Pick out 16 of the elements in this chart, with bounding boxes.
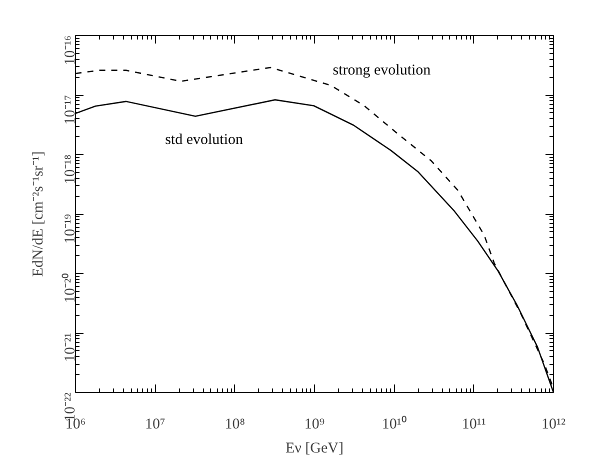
x-tick-label: 10¹⁰ <box>382 416 406 432</box>
y-tick-label: 10⁻¹⁷ <box>62 94 78 125</box>
x-tick-label: 10⁷ <box>145 416 166 432</box>
y-tick-label: 10⁻²⁰ <box>62 273 78 303</box>
x-axis-title: Eν [GeV] <box>285 440 344 456</box>
y-tick-label: 10⁻¹⁶ <box>62 35 78 66</box>
x-tick-label: 10¹¹ <box>462 416 486 432</box>
x-tick-label: 10⁹ <box>304 416 325 432</box>
y-tick-label: 10⁻¹⁹ <box>62 214 78 244</box>
series-label: std evolution <box>165 132 244 148</box>
x-tick-label: 10¹² <box>542 416 566 432</box>
y-axis-title: EdN/dE [cm⁻²s⁻¹sr⁻¹] <box>30 151 46 277</box>
y-tick-label: 10⁻¹⁸ <box>62 154 78 184</box>
x-tick-label: 10⁸ <box>224 416 245 432</box>
series-label: strong evolution <box>332 62 432 78</box>
y-tick-label: 10⁻²¹ <box>62 332 78 362</box>
